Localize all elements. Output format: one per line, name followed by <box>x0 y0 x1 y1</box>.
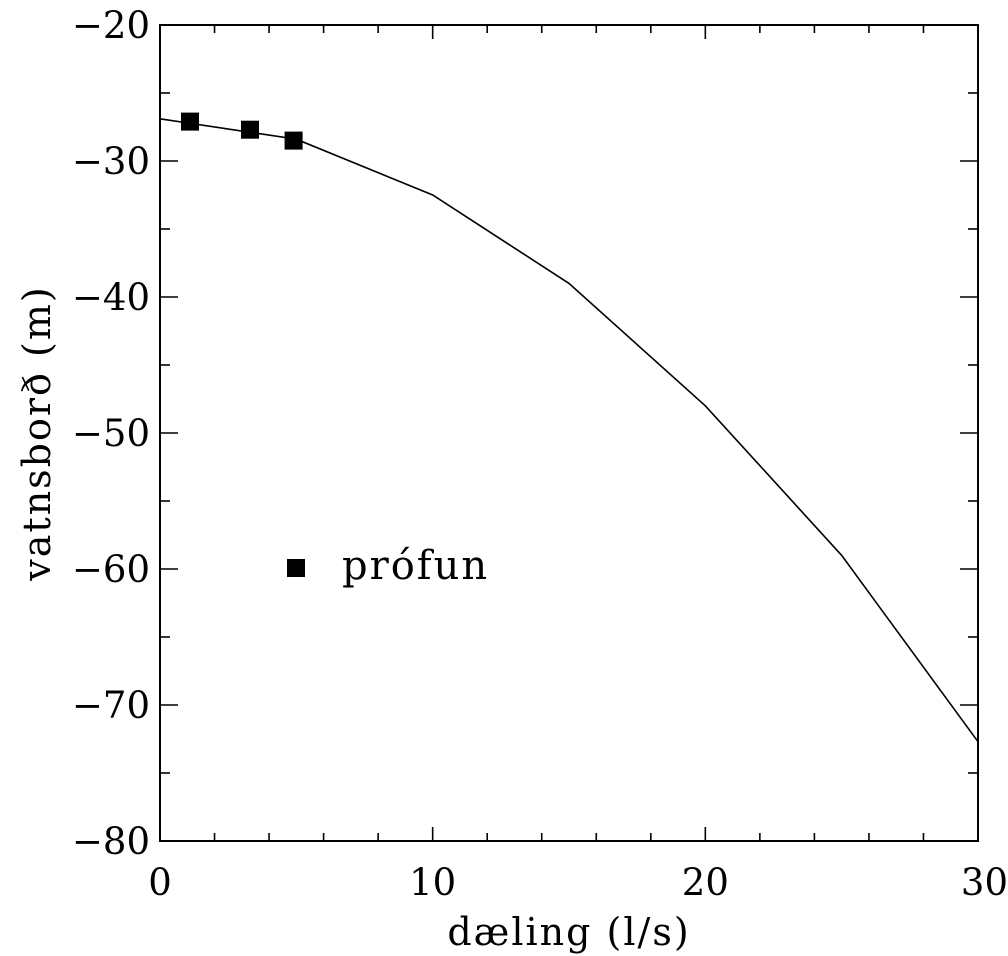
series-layer <box>159 112 979 743</box>
axis-ticks <box>159 24 979 842</box>
data-point <box>284 131 303 150</box>
y-tick-label: −30 <box>72 140 150 183</box>
y-tick-label: −80 <box>72 820 150 863</box>
x-tick-label: 20 <box>682 861 729 904</box>
y-tick-label: −70 <box>72 684 150 727</box>
y-tick-label: −40 <box>72 276 150 319</box>
data-point <box>241 120 259 139</box>
y-tick-labels: −80 −70 −60 −50 −40 −30 −20 <box>72 4 150 863</box>
y-tick-label: −20 <box>72 4 150 47</box>
plot-frame <box>159 24 979 842</box>
x-tick-label: 30 <box>961 861 1008 904</box>
legend-label: prófun <box>342 543 489 589</box>
plot-area-border <box>159 24 979 842</box>
y-tick-label: −60 <box>72 548 150 591</box>
y-tick-label: −50 <box>72 412 150 455</box>
series-line <box>159 118 979 743</box>
x-axis-label: dæling (l/s) <box>447 910 690 954</box>
x-tick-label: 10 <box>409 861 456 904</box>
legend: prófun <box>287 543 489 589</box>
y-axis-label: vatnsborð (m) <box>15 285 59 581</box>
x-tick-labels: 0 10 20 30 <box>148 861 1008 904</box>
x-tick-label: 0 <box>148 861 172 904</box>
legend-marker-square <box>287 559 305 577</box>
data-point <box>181 112 199 131</box>
